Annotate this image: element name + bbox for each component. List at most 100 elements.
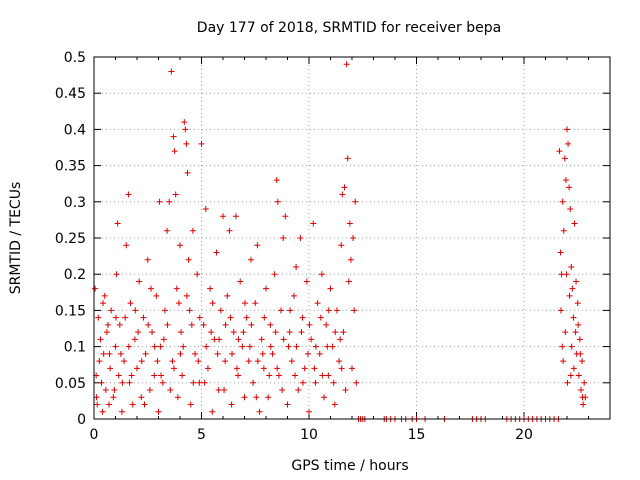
data-point (310, 220, 317, 227)
data-point (254, 242, 261, 249)
data-point (317, 314, 324, 321)
data-point (560, 227, 567, 234)
data-point (92, 285, 99, 292)
data-point (104, 321, 111, 328)
data-point (248, 321, 255, 328)
data-point (131, 336, 138, 343)
data-point (179, 372, 186, 379)
data-point (215, 387, 222, 394)
data-point (286, 329, 293, 336)
data-point (266, 372, 273, 379)
y-axis: 0 0.05 0.1 0.15 0.2 0.25 0.3 0.35 0.4 0.45 0.5 (55, 50, 610, 428)
data-point (202, 206, 209, 213)
data-point (316, 350, 323, 357)
data-point (156, 198, 163, 205)
data-point (230, 329, 237, 336)
data-point (325, 372, 332, 379)
data-point (94, 401, 101, 408)
data-point (138, 394, 145, 401)
data-point (279, 387, 286, 394)
data-point (297, 235, 304, 241)
data-point (299, 379, 306, 386)
data-point (209, 408, 216, 415)
data-point (100, 300, 107, 307)
data-point (123, 242, 130, 249)
data-point (141, 401, 148, 408)
data-point (178, 329, 185, 336)
data-point (145, 321, 152, 328)
data-point (102, 387, 109, 394)
data-point (557, 249, 564, 256)
data-point (562, 177, 569, 184)
data-point (318, 271, 325, 278)
data-point (325, 307, 332, 314)
data-point (571, 220, 578, 227)
data-point (271, 271, 278, 278)
data-point (247, 256, 254, 263)
data-point (159, 379, 166, 386)
data-point (246, 343, 253, 350)
data-point (101, 292, 108, 299)
data-point (173, 285, 180, 292)
data-point (146, 387, 153, 394)
data-point (342, 387, 349, 394)
data-point (138, 358, 145, 365)
data-point (125, 343, 132, 350)
data-point (189, 227, 196, 234)
data-point (261, 314, 268, 321)
data-point (160, 336, 167, 343)
data-point (340, 329, 347, 336)
data-point (128, 372, 135, 379)
data-point (568, 263, 575, 270)
data-point (185, 256, 192, 263)
data-point (110, 394, 117, 401)
data-point (121, 358, 128, 365)
data-point (559, 343, 566, 350)
data-point (167, 387, 174, 394)
data-point (565, 140, 572, 147)
data-point (259, 350, 266, 357)
y-tick-label: 0.35 (55, 159, 86, 175)
plot-frame (93, 56, 611, 420)
data-point (233, 365, 240, 372)
x-tick-label: 10 (300, 427, 318, 443)
data-point (556, 148, 563, 155)
data-point (567, 206, 574, 213)
data-point (186, 307, 193, 314)
data-point (116, 321, 123, 328)
data-point (113, 271, 120, 278)
y-tick-label: 0.15 (55, 303, 86, 319)
data-point (224, 292, 231, 299)
chart-title: Day 177 of 2018, SRMTID for receiver bep… (197, 20, 501, 36)
data-point (273, 177, 280, 184)
data-point (274, 198, 281, 205)
data-point (561, 155, 568, 162)
data-point (119, 379, 126, 386)
data-point (275, 372, 282, 379)
data-point (293, 263, 300, 270)
data-point (97, 336, 104, 343)
data-point (222, 358, 229, 365)
data-point (112, 343, 119, 350)
data-point (222, 321, 229, 328)
data-point (298, 329, 305, 336)
data-point (306, 321, 313, 328)
data-point (351, 307, 358, 314)
data-point (250, 379, 257, 386)
data-point (158, 372, 165, 379)
data-point (299, 314, 306, 321)
data-point (136, 278, 143, 285)
data-point (103, 329, 110, 336)
data-point (107, 365, 114, 372)
data-point (303, 278, 310, 285)
data-point (345, 278, 352, 285)
data-point (177, 242, 183, 249)
data-point (100, 350, 107, 357)
data-point (337, 336, 344, 343)
data-point (93, 394, 100, 401)
data-point (155, 408, 162, 415)
data-point (172, 191, 179, 198)
data-point (575, 372, 582, 379)
data-point (245, 358, 252, 365)
data-point (147, 285, 154, 292)
